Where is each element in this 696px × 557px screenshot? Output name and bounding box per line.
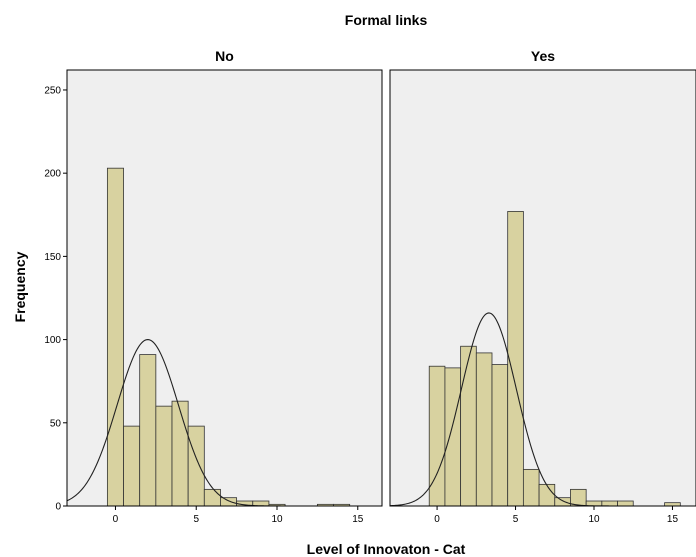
y-tick-label: 150 — [44, 252, 61, 263]
x-tick-label: 15 — [352, 514, 364, 525]
x-tick-label: 10 — [271, 514, 283, 525]
y-tick-label: 0 — [55, 502, 61, 513]
histogram-bar — [123, 425, 141, 507]
y-axis-label: Frequency — [12, 251, 28, 322]
x-tick-label: 5 — [513, 514, 519, 525]
x-tick-label: 10 — [588, 514, 600, 525]
histogram-bar — [171, 400, 189, 507]
group-title: Formal links — [345, 12, 428, 28]
x-tick-label: 5 — [193, 514, 199, 525]
histogram-bar — [460, 345, 477, 507]
histogram-bar — [538, 483, 556, 507]
x-axis-label: Level of Innovaton - Cat — [307, 541, 466, 557]
histogram-bar — [444, 367, 462, 507]
y-tick-label: 50 — [50, 418, 62, 429]
histogram-bar — [570, 488, 587, 507]
histogram-bar — [155, 405, 173, 507]
histogram-bar — [106, 167, 124, 507]
histogram-bar — [601, 500, 618, 507]
y-tick-label: 250 — [44, 85, 61, 96]
y-tick-label: 200 — [44, 169, 61, 180]
histogram-bar — [187, 425, 205, 507]
histogram-bar — [554, 497, 571, 507]
panel-frame — [66, 69, 383, 507]
x-tick-label: 15 — [667, 514, 679, 525]
histogram-bar — [220, 497, 238, 507]
panel-title: Yes — [531, 48, 555, 64]
panel-frame — [389, 69, 696, 507]
panel-yes: Yes 0 5 10 15 — [389, 48, 696, 525]
histogram-bar — [203, 488, 221, 507]
histogram-bar — [475, 352, 493, 507]
panel-title: No — [215, 48, 234, 64]
histogram-bar — [522, 468, 540, 507]
histogram-bar — [139, 354, 157, 507]
normal-curve — [390, 312, 696, 506]
normal-curve — [67, 339, 382, 506]
x-tick-label: 0 — [434, 514, 440, 525]
histogram-bar — [507, 211, 524, 507]
histogram-bar — [491, 364, 509, 507]
y-tick-label: 100 — [44, 335, 61, 346]
x-tick-label: 0 — [113, 514, 119, 525]
histogram-bar — [617, 500, 634, 507]
